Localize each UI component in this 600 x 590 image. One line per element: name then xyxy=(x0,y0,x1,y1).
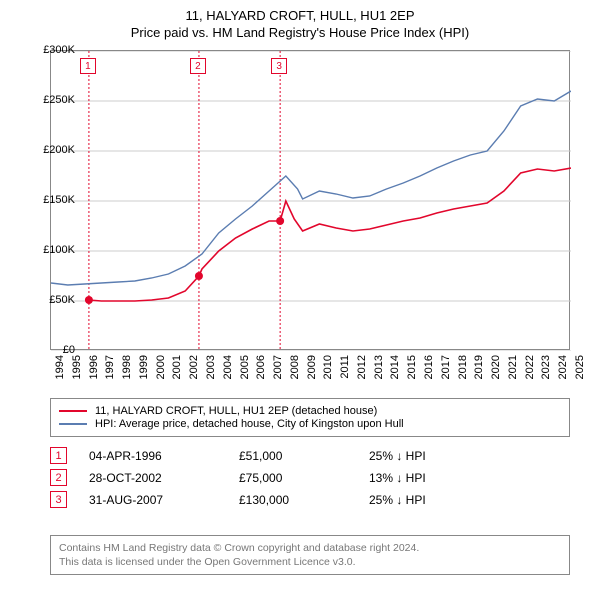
y-tick-label: £100K xyxy=(15,244,75,256)
chart-title: 11, HALYARD CROFT, HULL, HU1 2EP xyxy=(0,8,600,23)
x-tick-label: 2012 xyxy=(356,355,368,379)
x-tick-label: 2014 xyxy=(389,355,401,379)
y-tick-label: £200K xyxy=(15,144,75,156)
markers-table: 104-APR-1996£51,00025% ↓ HPI228-OCT-2002… xyxy=(50,442,570,513)
x-tick-label: 2005 xyxy=(239,355,251,379)
x-tick-label: 2018 xyxy=(457,355,469,379)
legend-label: HPI: Average price, detached house, City… xyxy=(95,418,404,430)
legend: 11, HALYARD CROFT, HULL, HU1 2EP (detach… xyxy=(50,398,570,437)
plot-area xyxy=(50,50,570,350)
x-tick-label: 2019 xyxy=(473,355,485,379)
chart-container: 11, HALYARD CROFT, HULL, HU1 2EP Price p… xyxy=(0,0,600,590)
legend-item: 11, HALYARD CROFT, HULL, HU1 2EP (detach… xyxy=(59,405,561,417)
marker-date: 04-APR-1996 xyxy=(89,449,239,463)
marker-date: 31-AUG-2007 xyxy=(89,493,239,507)
footer: Contains HM Land Registry data © Crown c… xyxy=(50,535,570,575)
x-tick-label: 2016 xyxy=(423,355,435,379)
marker-price: £130,000 xyxy=(239,493,369,507)
x-tick-label: 1999 xyxy=(138,355,150,379)
legend-label: 11, HALYARD CROFT, HULL, HU1 2EP (detach… xyxy=(95,405,377,417)
chart-subtitle: Price paid vs. HM Land Registry's House … xyxy=(0,25,600,40)
y-tick-label: £50K xyxy=(15,294,75,306)
marker-price: £51,000 xyxy=(239,449,369,463)
x-tick-label: 2020 xyxy=(490,355,502,379)
marker-row: 3 31-AUG-2007£130,00025% ↓ HPI xyxy=(50,491,570,508)
x-tick-label: 2023 xyxy=(540,355,552,379)
marker-price: £75,000 xyxy=(239,471,369,485)
marker-number-box: 2 xyxy=(50,469,67,486)
x-tick-label: 2006 xyxy=(255,355,267,379)
y-tick-label: £0 xyxy=(15,344,75,356)
event-marker-box: 2 xyxy=(190,58,206,74)
x-tick-label: 2024 xyxy=(557,355,569,379)
x-tick-label: 2004 xyxy=(222,355,234,379)
y-tick-label: £250K xyxy=(15,94,75,106)
x-tick-label: 1996 xyxy=(88,355,100,379)
x-tick-label: 1997 xyxy=(104,355,116,379)
x-tick-label: 2000 xyxy=(155,355,167,379)
x-tick-label: 1994 xyxy=(54,355,66,379)
legend-swatch-icon xyxy=(59,423,87,425)
footer-line: Contains HM Land Registry data © Crown c… xyxy=(59,541,561,555)
event-marker-box: 3 xyxy=(271,58,287,74)
legend-swatch-icon xyxy=(59,410,87,412)
x-tick-label: 2017 xyxy=(440,355,452,379)
x-tick-label: 2009 xyxy=(306,355,318,379)
marker-row: 1 04-APR-1996£51,00025% ↓ HPI xyxy=(50,447,570,464)
x-tick-label: 2021 xyxy=(507,355,519,379)
footer-line: This data is licensed under the Open Gov… xyxy=(59,555,561,569)
marker-row: 2 28-OCT-2002£75,00013% ↓ HPI xyxy=(50,469,570,486)
title-block: 11, HALYARD CROFT, HULL, HU1 2EP Price p… xyxy=(0,0,600,40)
marker-delta: 25% ↓ HPI xyxy=(369,449,499,463)
x-tick-label: 2007 xyxy=(272,355,284,379)
marker-delta: 25% ↓ HPI xyxy=(369,493,499,507)
x-tick-label: 2022 xyxy=(524,355,536,379)
x-tick-label: 2015 xyxy=(406,355,418,379)
marker-delta: 13% ↓ HPI xyxy=(369,471,499,485)
marker-number-box: 3 xyxy=(50,491,67,508)
x-tick-label: 1998 xyxy=(121,355,133,379)
x-tick-label: 2011 xyxy=(339,355,351,379)
x-tick-label: 2025 xyxy=(574,355,586,379)
y-tick-label: £150K xyxy=(15,194,75,206)
x-tick-label: 2008 xyxy=(289,355,301,379)
marker-number-box: 1 xyxy=(50,447,67,464)
y-tick-label: £300K xyxy=(15,44,75,56)
marker-date: 28-OCT-2002 xyxy=(89,471,239,485)
event-marker-box: 1 xyxy=(80,58,96,74)
x-tick-label: 2002 xyxy=(188,355,200,379)
x-tick-label: 2003 xyxy=(205,355,217,379)
x-tick-label: 2001 xyxy=(171,355,183,379)
legend-item: HPI: Average price, detached house, City… xyxy=(59,418,561,430)
x-tick-label: 2010 xyxy=(322,355,334,379)
x-tick-label: 1995 xyxy=(71,355,83,379)
chart-svg xyxy=(51,51,571,351)
x-tick-label: 2013 xyxy=(373,355,385,379)
